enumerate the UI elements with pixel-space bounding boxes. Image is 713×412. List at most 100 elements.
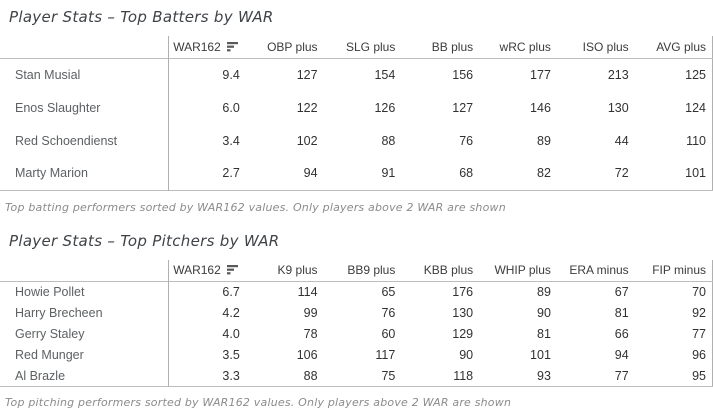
- stat-value-cell[interactable]: 81: [614, 306, 629, 320]
- sort-descending-icon[interactable]: [221, 40, 240, 54]
- column-header-label: FIP minus: [652, 263, 706, 278]
- stat-value-cell[interactable]: 124: [685, 100, 706, 115]
- stat-value-cell[interactable]: 72: [614, 166, 629, 181]
- stat-value-cell[interactable]: 88: [381, 133, 396, 148]
- column-header-k9-plus[interactable]: K9 plus: [246, 260, 324, 282]
- column-header-war162[interactable]: WAR162: [168, 36, 246, 58]
- table-row[interactable]: Red Schoendienst 3.4 102 88 76 89 44 110: [0, 124, 713, 157]
- stat-value-cell[interactable]: 81: [537, 327, 551, 341]
- column-header-bb9-plus[interactable]: BB9 plus: [324, 260, 402, 282]
- stat-value-cell[interactable]: 127: [296, 67, 318, 82]
- table-row[interactable]: Al Brazle 3.3 88 75 118 93 77 95: [0, 365, 713, 387]
- stat-value-cell[interactable]: 4.2: [222, 306, 240, 320]
- stat-value-cell[interactable]: 129: [452, 327, 474, 341]
- stat-value-cell[interactable]: 66: [614, 327, 629, 341]
- stat-value-cell[interactable]: 82: [537, 166, 551, 181]
- stat-value-cell[interactable]: 77: [692, 327, 706, 341]
- stat-value-cell[interactable]: 68: [459, 166, 474, 181]
- stat-value-cell[interactable]: 122: [296, 100, 318, 115]
- stat-value-cell[interactable]: 91: [381, 166, 396, 181]
- stat-value-cell[interactable]: 146: [530, 100, 551, 115]
- table-row[interactable]: Red Munger 3.5 106 117 90 101 94 96: [0, 344, 713, 366]
- stat-value-cell[interactable]: 88: [303, 368, 318, 383]
- stat-value-cell[interactable]: 6.0: [222, 100, 240, 115]
- stat-value-cell[interactable]: 130: [607, 100, 629, 115]
- stat-value-cell[interactable]: 89: [537, 285, 551, 300]
- stat-value-cell[interactable]: 4.0: [222, 327, 240, 341]
- player-name-cell[interactable]: Red Munger: [0, 344, 169, 366]
- stat-value-cell[interactable]: 106: [296, 348, 318, 362]
- player-name-cell[interactable]: Al Brazle: [0, 365, 169, 387]
- table-row[interactable]: Harry Brecheen 4.2 99 76 130 90 81 92: [0, 302, 713, 324]
- player-name-cell[interactable]: Stan Musial: [0, 58, 169, 91]
- column-header-label: WAR162: [173, 39, 221, 54]
- column-header-wrc-plus[interactable]: wRC plus: [479, 36, 557, 58]
- stat-value-cell[interactable]: 213: [607, 67, 629, 82]
- stat-value-cell[interactable]: 44: [614, 133, 629, 148]
- column-header-iso-plus[interactable]: ISO plus: [557, 36, 635, 58]
- stat-value-cell[interactable]: 65: [381, 285, 396, 300]
- stat-value-cell[interactable]: 60: [381, 327, 396, 341]
- player-name-cell[interactable]: Gerry Staley: [0, 323, 169, 345]
- stat-value-cell[interactable]: 96: [692, 348, 706, 362]
- stat-value-cell[interactable]: 118: [453, 368, 474, 383]
- stat-value-cell[interactable]: 70: [692, 285, 706, 300]
- stat-value-cell[interactable]: 126: [374, 100, 396, 115]
- stat-value-cell[interactable]: 93: [537, 368, 551, 383]
- stat-value-cell[interactable]: 176: [452, 285, 474, 300]
- stat-value-cell[interactable]: 90: [459, 348, 474, 362]
- stat-value-cell[interactable]: 94: [303, 166, 318, 181]
- stat-value-cell[interactable]: 76: [381, 306, 396, 320]
- stat-value-cell[interactable]: 125: [685, 67, 706, 82]
- player-name-cell[interactable]: Red Schoendienst: [0, 124, 169, 157]
- stat-value-cell[interactable]: 89: [537, 133, 551, 148]
- stat-value-cell[interactable]: 2.7: [222, 166, 240, 181]
- table-row[interactable]: Gerry Staley 4.0 78 60 129 81 66 77: [0, 323, 713, 345]
- stat-value-cell[interactable]: 77: [614, 368, 629, 383]
- stat-value-cell[interactable]: 177: [530, 67, 551, 82]
- player-name-cell[interactable]: Howie Pollet: [0, 281, 169, 303]
- stat-value-cell[interactable]: 94: [614, 348, 629, 362]
- stat-value-cell[interactable]: 92: [692, 306, 706, 320]
- stat-value-cell[interactable]: 95: [692, 368, 706, 383]
- column-header-war162[interactable]: WAR162: [168, 260, 246, 282]
- stat-value-cell[interactable]: 76: [459, 133, 474, 148]
- stat-value-cell[interactable]: 127: [452, 100, 474, 115]
- stat-value-cell[interactable]: 114: [297, 285, 318, 300]
- stat-value-cell[interactable]: 75: [381, 368, 396, 383]
- stat-value-cell[interactable]: 90: [537, 306, 551, 320]
- column-header-whip-plus[interactable]: WHIP plus: [479, 260, 557, 282]
- player-name-cell[interactable]: Enos Slaughter: [0, 91, 169, 124]
- stats-table: WAR162 OBP plus SLG plus BB plus wRC plus ISO…: [0, 36, 713, 191]
- column-header-avg-plus[interactable]: AVG plus: [635, 36, 713, 58]
- stat-value-cell[interactable]: 101: [530, 348, 551, 362]
- column-header-slg-plus[interactable]: SLG plus: [324, 36, 402, 58]
- stat-value-cell[interactable]: 102: [296, 133, 318, 148]
- column-header-era-minus[interactable]: ERA minus: [557, 260, 635, 282]
- stat-value-cell[interactable]: 67: [614, 285, 629, 300]
- table-row[interactable]: Howie Pollet 6.7 114 65 176 89 67 70: [0, 281, 713, 303]
- table-row[interactable]: Enos Slaughter 6.0 122 126 127 146 130 124: [0, 91, 713, 124]
- column-header-kbb-plus[interactable]: KBB plus: [401, 260, 479, 282]
- table-row[interactable]: Marty Marion 2.7 94 91 68 82 72 101: [0, 157, 713, 190]
- column-header-obp-plus[interactable]: OBP plus: [246, 36, 324, 58]
- stat-value-cell[interactable]: 3.3: [222, 368, 240, 383]
- stat-value-cell[interactable]: 110: [686, 133, 706, 148]
- stat-value-cell[interactable]: 156: [452, 67, 474, 82]
- stat-value-cell[interactable]: 154: [374, 67, 396, 82]
- player-name-cell[interactable]: Marty Marion: [0, 157, 169, 190]
- column-header-bb-plus[interactable]: BB plus: [401, 36, 479, 58]
- stat-value-cell[interactable]: 117: [375, 348, 396, 362]
- stat-value-cell[interactable]: 130: [452, 306, 474, 320]
- stat-value-cell[interactable]: 99: [303, 306, 318, 320]
- stat-value-cell[interactable]: 9.4: [222, 67, 240, 82]
- stat-value-cell[interactable]: 3.4: [222, 133, 240, 148]
- column-header-fip-minus[interactable]: FIP minus: [635, 260, 713, 282]
- table-row[interactable]: Stan Musial 9.4 127 154 156 177 213 125: [0, 58, 713, 91]
- stat-value-cell[interactable]: 101: [685, 166, 706, 181]
- player-name-cell[interactable]: Harry Brecheen: [0, 302, 169, 324]
- sort-descending-icon[interactable]: [221, 263, 240, 277]
- stat-value-cell[interactable]: 3.5: [222, 348, 240, 362]
- stat-value-cell[interactable]: 78: [303, 327, 318, 341]
- stat-value-cell[interactable]: 6.7: [222, 285, 240, 300]
